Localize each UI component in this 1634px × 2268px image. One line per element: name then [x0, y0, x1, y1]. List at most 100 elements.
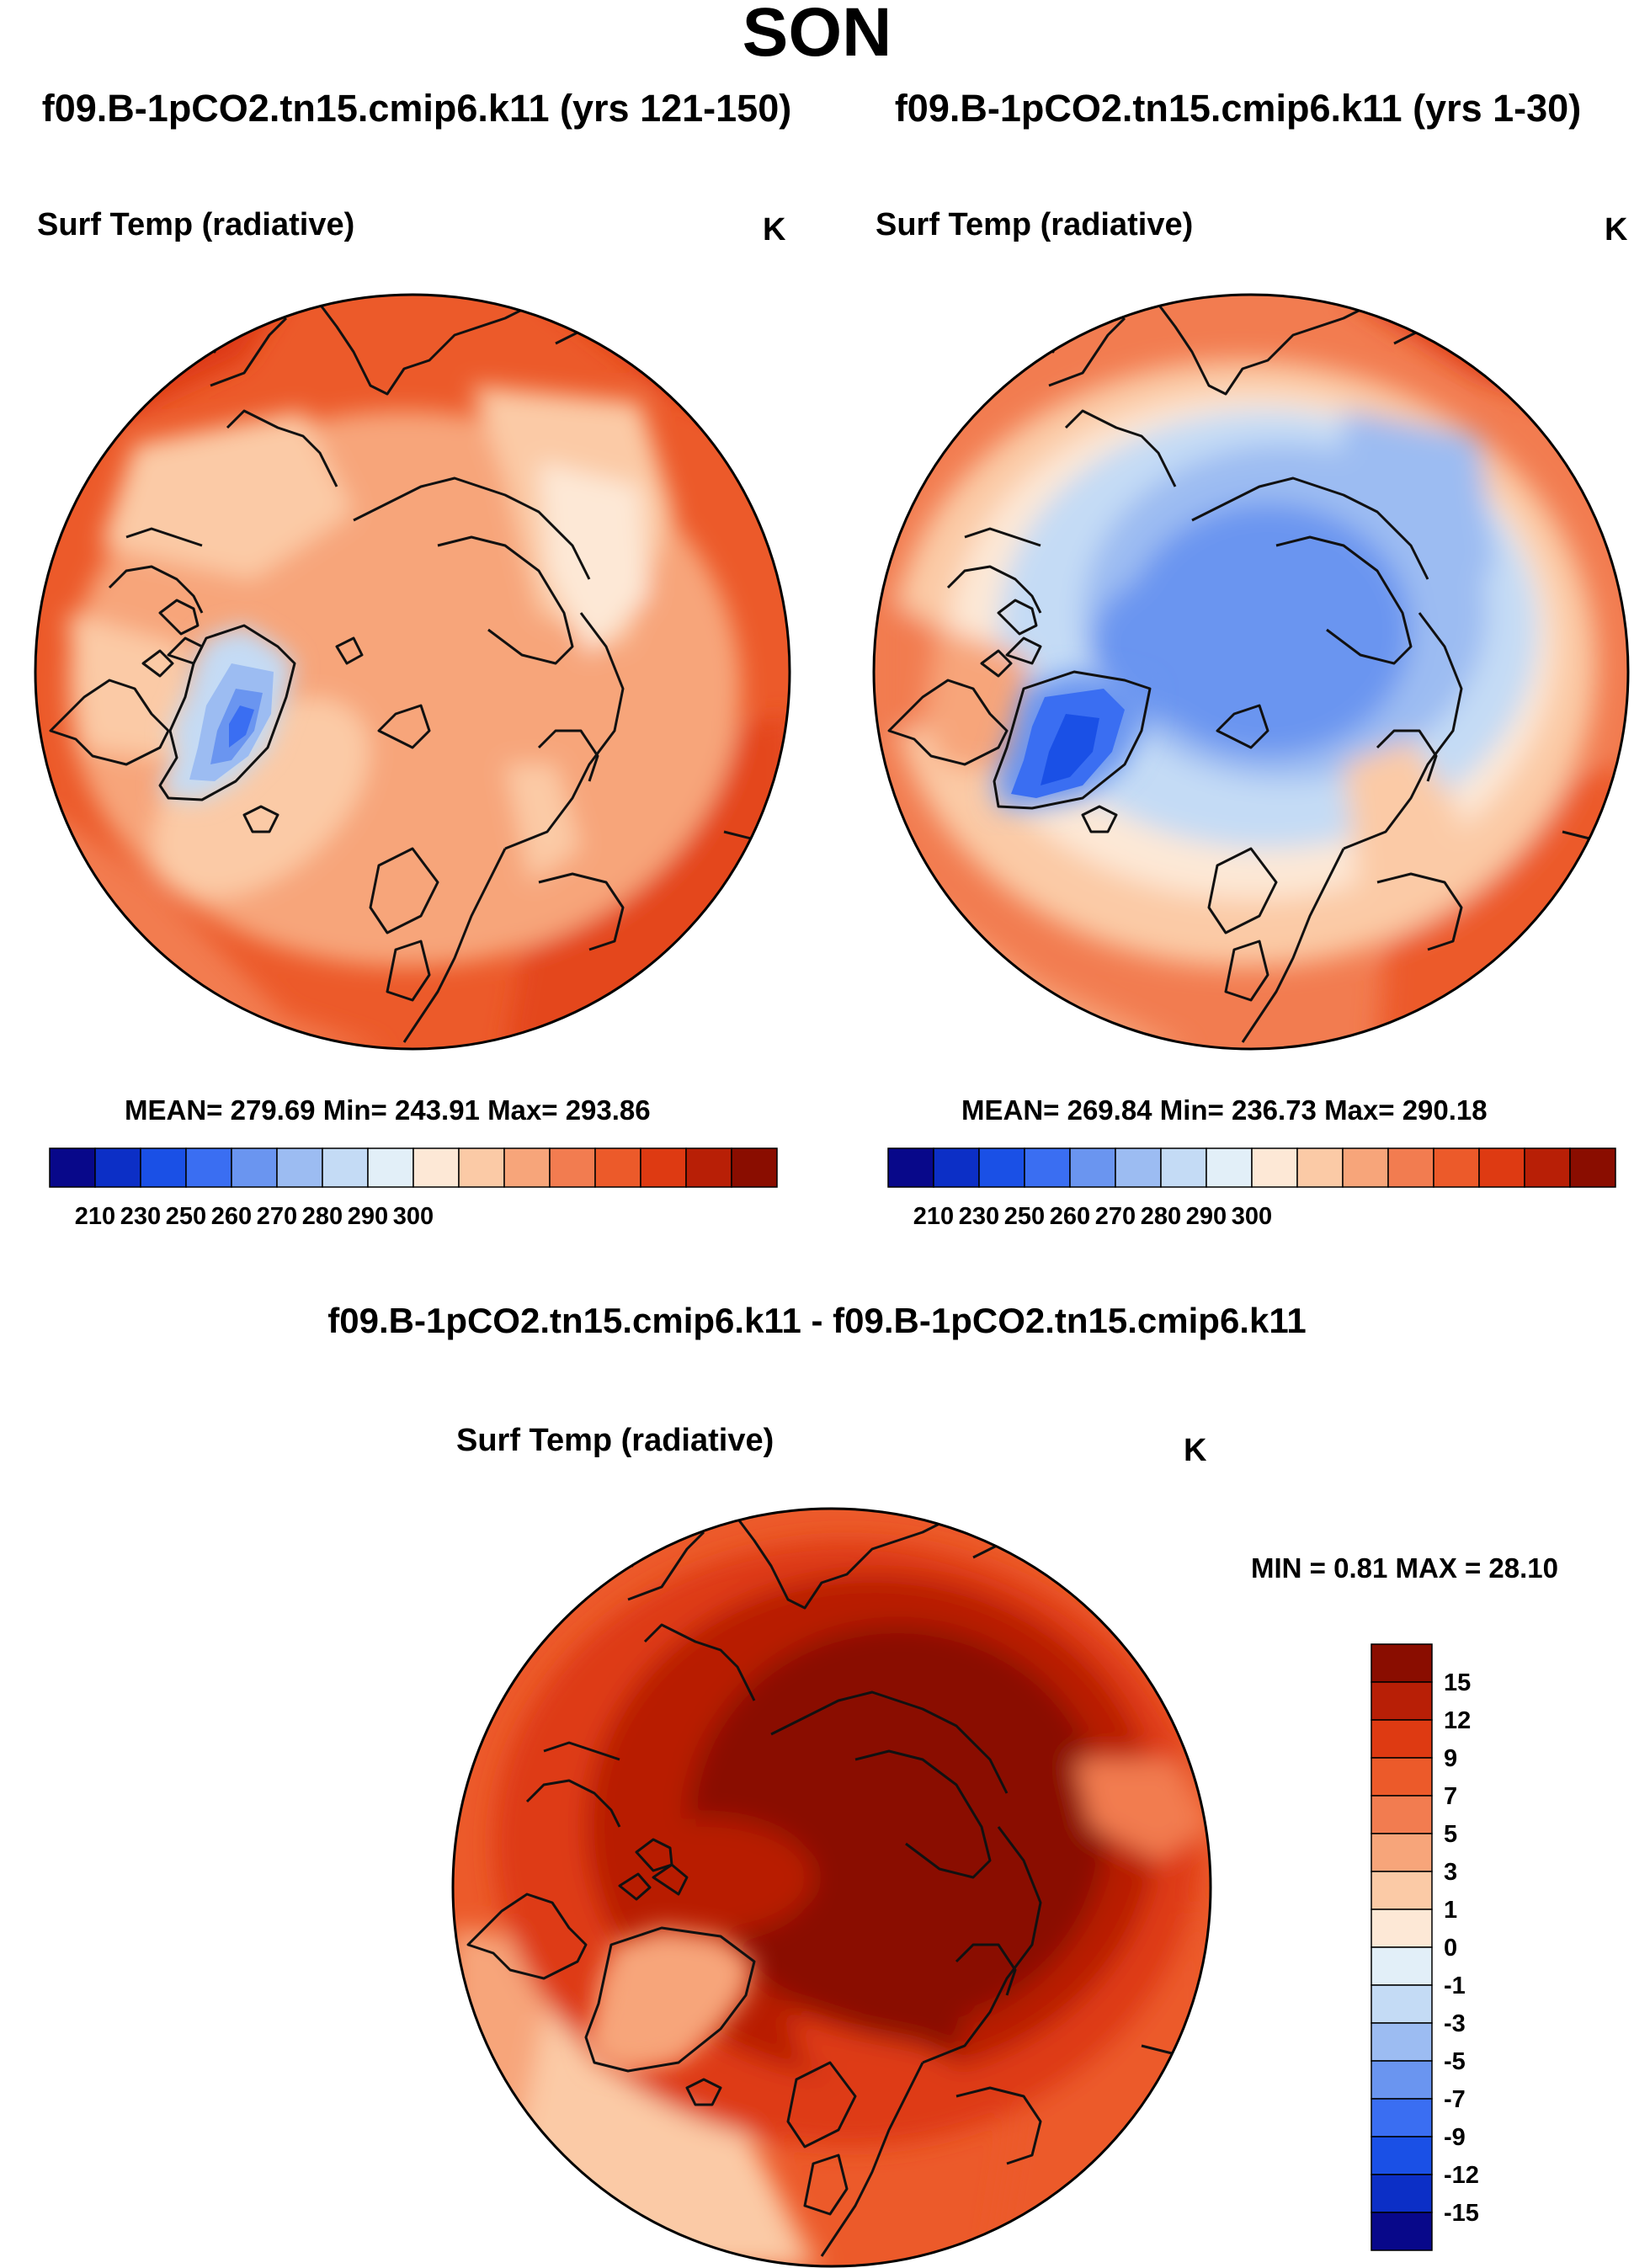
panel-2-colorbar-tick-label: 300 — [1232, 1203, 1272, 1230]
panel-1-colorbar-tick-label: 300 — [393, 1203, 434, 1230]
panel-2-colorbar-tick-label: 250 — [1004, 1203, 1045, 1230]
panel-2-colorbar-swatch — [1569, 1147, 1616, 1188]
panel-1-colorbar-tick-label: 230 — [120, 1203, 161, 1230]
diff-colorbar-tick-label: 5 — [1444, 1821, 1457, 1848]
panel-2-colorbar-swatch — [1024, 1147, 1071, 1188]
panel-1-coastlines — [49, 295, 776, 1043]
diff-coastlines — [466, 1509, 1194, 2257]
diff-colorbar-tick-label: 12 — [1444, 1707, 1471, 1734]
panel-1-colorbar-swatch — [594, 1147, 641, 1188]
panel-2-colorbar-swatch — [1160, 1147, 1207, 1188]
panel-2-variable: Surf Temp (radiative) — [876, 207, 1194, 242]
panel-2-polar-map — [872, 293, 1630, 1051]
panel-2-colorbar-swatch — [1115, 1147, 1162, 1188]
diff-colorbar-tick-label: -9 — [1444, 2124, 1466, 2151]
panel-1-colorbar-swatch — [503, 1147, 551, 1188]
diff-colorbar-tick-label: -7 — [1444, 2086, 1466, 2113]
diff-colorbar-swatch — [1371, 2098, 1433, 2138]
panel-2-colorbar-swatch — [1478, 1147, 1525, 1188]
panel-2-colorbar-swatch — [933, 1147, 980, 1188]
panel-2-colorbar-swatch — [1342, 1147, 1389, 1188]
panel-2-colorbar-swatch — [978, 1147, 1025, 1188]
diff-colorbar-swatch — [1371, 1643, 1433, 1683]
diff-colorbar-swatch — [1371, 1757, 1433, 1797]
diff-polar-map — [451, 1507, 1212, 2268]
panel-2-title: f09.B-1pCO2.tn15.cmip6.k11 (yrs 1-30) — [894, 87, 1582, 130]
panel-1-units: K — [763, 212, 786, 248]
diff-panel-units: K — [1184, 1433, 1207, 1468]
diff-colorbar-swatch — [1371, 1909, 1433, 1948]
diff-colorbar-tick-label: 1 — [1444, 1897, 1457, 1924]
diff-panel-stats: MIN = 0.81 MAX = 28.10 — [1251, 1552, 1559, 1584]
diff-panel-variable: Surf Temp (radiative) — [456, 1423, 774, 1458]
panel-1-colorbar-swatch — [458, 1147, 505, 1188]
diff-colorbar-tick-label: 0 — [1444, 1935, 1457, 1962]
diff-colorbar-swatch — [1371, 1833, 1433, 1872]
panel-1-colorbar-tick-label: 280 — [302, 1203, 343, 1230]
diff-colorbar-swatch — [1371, 1681, 1433, 1721]
diff-colorbar-swatch — [1371, 1946, 1433, 1986]
panel-2-colorbar-swatch — [1387, 1147, 1434, 1188]
panel-2-colorbar-tick-label: 270 — [1095, 1203, 1136, 1230]
diff-colorbar-swatch — [1371, 1984, 1433, 2024]
panel-2-colorbar-swatch — [1524, 1147, 1571, 1188]
panel-1-colorbar-tick-label: 210 — [75, 1203, 115, 1230]
panel-1-colorbar: 210 230 250 260 270 280 290 300 — [49, 1147, 778, 1230]
panel-1-colorbar-tick-label: 250 — [166, 1203, 206, 1230]
panel-1-variable: Surf Temp (radiative) — [37, 207, 355, 242]
diff-colorbar-swatch — [1371, 1719, 1433, 1759]
panel-2-field-contours — [874, 295, 1628, 1049]
diff-colorbar-tick-label: 15 — [1444, 1669, 1471, 1696]
panel-2-map-boundary — [872, 293, 1630, 1051]
diff-colorbar-tick-label: 9 — [1444, 1745, 1457, 1772]
diff-colorbar-swatch — [1371, 1871, 1433, 1910]
panel-1-colorbar-swatch — [231, 1147, 278, 1188]
panel-1-colorbar-tick-label: 290 — [348, 1203, 388, 1230]
panel-2-colorbar-swatch — [1206, 1147, 1253, 1188]
diff-colorbar-tick-label: -5 — [1444, 2048, 1466, 2075]
diff-colorbar-tick-label: 7 — [1444, 1783, 1457, 1810]
panel-2-colorbar-tick-label: 230 — [959, 1203, 999, 1230]
panel-2-colorbar-tick-label: 280 — [1141, 1203, 1181, 1230]
panel-1-colorbar-swatch — [412, 1147, 460, 1188]
diff-colorbar-swatch — [1371, 1795, 1433, 1834]
panel-2-colorbar-tick-label: 260 — [1050, 1203, 1090, 1230]
diff-colorbar-tick-label: -3 — [1444, 2010, 1466, 2037]
panel-1-greenland-cold-pool — [160, 626, 295, 800]
panel-1-colorbar-swatch — [367, 1147, 414, 1188]
diff-colorbar-swatch — [1371, 2212, 1433, 2251]
panel-1-colorbar-tick-label: 260 — [211, 1203, 252, 1230]
diff-colorbar-swatch — [1371, 2060, 1433, 2100]
panel-2-colorbar-swatch — [887, 1147, 934, 1188]
diff-colorbar-swatch — [1371, 2136, 1433, 2175]
diff-colorbar-tick-label: -15 — [1444, 2200, 1479, 2227]
panel-2-colorbar-swatch — [1251, 1147, 1298, 1188]
panel-1-colorbar-swatch — [549, 1147, 596, 1188]
panel-2-units: K — [1605, 212, 1628, 248]
season-title: SON — [742, 0, 892, 71]
diff-colorbar-swatch — [1371, 2022, 1433, 2062]
panel-1-colorbar-tick-label: 270 — [257, 1203, 297, 1230]
panel-1-colorbar-swatch — [640, 1147, 687, 1188]
panel-1-colorbar-swatch — [49, 1147, 96, 1188]
diff-colorbar: 15 12 9 7 5 3 1 0 -1 -3 -5 -7 -9 -12 -15 — [1371, 1643, 1479, 2251]
panel-2-colorbar-tick-label: 210 — [913, 1203, 954, 1230]
panel-2-colorbar-swatch — [1069, 1147, 1116, 1188]
panel-1-title: f09.B-1pCO2.tn15.cmip6.k11 (yrs 121-150) — [41, 87, 792, 130]
panel-2-stats: MEAN= 269.84 Min= 236.73 Max= 290.18 — [961, 1094, 1488, 1126]
diff-panel-title: f09.B-1pCO2.tn15.cmip6.k11 - f09.B-1pCO2… — [327, 1301, 1307, 1340]
panel-1-polar-map — [34, 293, 791, 1051]
panel-1-map-boundary — [34, 293, 791, 1051]
panel-1-colorbar-swatch — [685, 1147, 732, 1188]
panel-2-colorbar-tick-label: 290 — [1186, 1203, 1227, 1230]
panel-2-colorbar: 210 230 250 260 270 280 290 300 — [887, 1147, 1616, 1230]
panel-1-colorbar-swatch — [731, 1147, 778, 1188]
diff-colorbar-swatch — [1371, 2174, 1433, 2213]
panel-2-colorbar-swatch — [1433, 1147, 1480, 1188]
panel-1-colorbar-swatch — [140, 1147, 187, 1188]
diff-colorbar-tick-label: -1 — [1444, 1973, 1466, 1999]
diff-colorbar-tick-label: -12 — [1444, 2162, 1479, 2189]
panel-1-colorbar-swatch — [185, 1147, 232, 1188]
panel-1-colorbar-swatch — [94, 1147, 141, 1188]
diff-colorbar-tick-label: 3 — [1444, 1859, 1457, 1886]
